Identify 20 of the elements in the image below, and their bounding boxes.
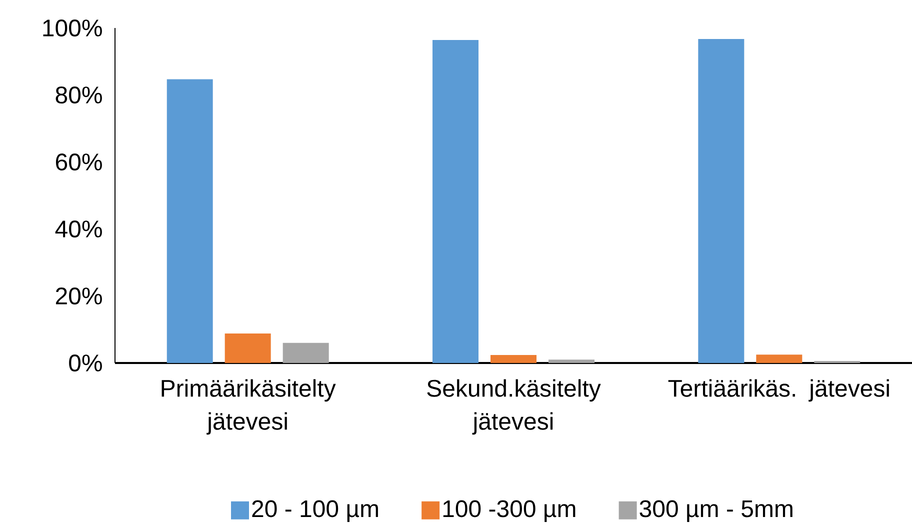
y-tick-label: 80% xyxy=(56,86,102,104)
bar xyxy=(756,354,802,363)
bar xyxy=(698,39,744,363)
bar xyxy=(432,40,479,363)
x-tick-label: Primäärikäsitelty jätevesi xyxy=(162,379,336,435)
y-tick-label: 60% xyxy=(56,154,102,170)
bar xyxy=(224,334,271,363)
bar xyxy=(282,342,329,363)
bar xyxy=(166,79,213,363)
y-tick-label: 0% xyxy=(69,354,102,372)
legend-label: 20 - 100 µm xyxy=(252,500,378,522)
x-tick-label: Tertiäärikäs. jätevesi xyxy=(668,379,889,402)
legend-label: 300 µm - 5mm xyxy=(640,500,792,522)
bar xyxy=(548,360,595,363)
y-tick-label: 40% xyxy=(55,220,102,238)
legend-label: 100 -300 µm xyxy=(443,500,576,522)
y-tick-label: 20% xyxy=(56,288,102,304)
y-tick-label: 100% xyxy=(43,20,102,36)
bar xyxy=(490,354,537,363)
x-tick-label: Sekund.käsitelty jätevesi xyxy=(427,379,601,435)
